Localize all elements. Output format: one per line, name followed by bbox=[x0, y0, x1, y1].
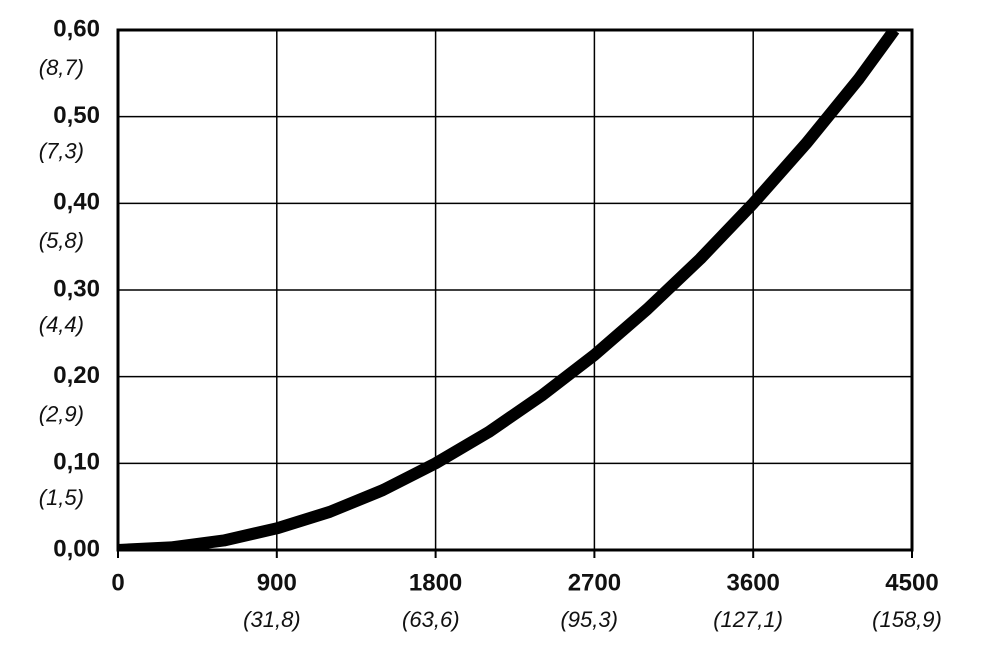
plot-frame bbox=[116, 28, 914, 552]
x2-tick-label: (95,3) bbox=[560, 607, 617, 632]
y-tick-label: 0,50 bbox=[53, 102, 100, 129]
y2-tick-label: (4,4) bbox=[39, 312, 84, 337]
x2-tick-label: (31,8) bbox=[243, 607, 300, 632]
x2-tick-label: (158,9) bbox=[872, 607, 942, 632]
x-tick-label: 0 bbox=[111, 569, 124, 596]
y2-tick-label: (1,5) bbox=[39, 485, 84, 510]
y-tick-label: 0,10 bbox=[53, 449, 100, 476]
x-tick-label: 900 bbox=[257, 569, 297, 596]
y-tick-label: 0,40 bbox=[53, 189, 100, 216]
x2-tick-label: (127,1) bbox=[713, 607, 783, 632]
x-tick-label: 1800 bbox=[409, 569, 462, 596]
y-tick-label: 0,30 bbox=[53, 275, 100, 302]
y2-tick-label: (2,9) bbox=[39, 401, 84, 426]
y-tick-label: 0,20 bbox=[53, 362, 100, 389]
y-tick-label: 0,00 bbox=[53, 535, 100, 562]
y2-tick-label: (7,3) bbox=[39, 138, 84, 163]
y2-tick-label: (8,7) bbox=[39, 55, 84, 80]
x-tick-label: 4500 bbox=[885, 569, 938, 596]
x2-tick-label: (63,6) bbox=[402, 607, 459, 632]
y2-tick-label: (5,8) bbox=[39, 228, 84, 253]
data-line bbox=[118, 30, 900, 550]
y-tick-label: 0,60 bbox=[53, 15, 100, 42]
x-tick-label: 3600 bbox=[727, 569, 780, 596]
x-tick-label: 2700 bbox=[568, 569, 621, 596]
